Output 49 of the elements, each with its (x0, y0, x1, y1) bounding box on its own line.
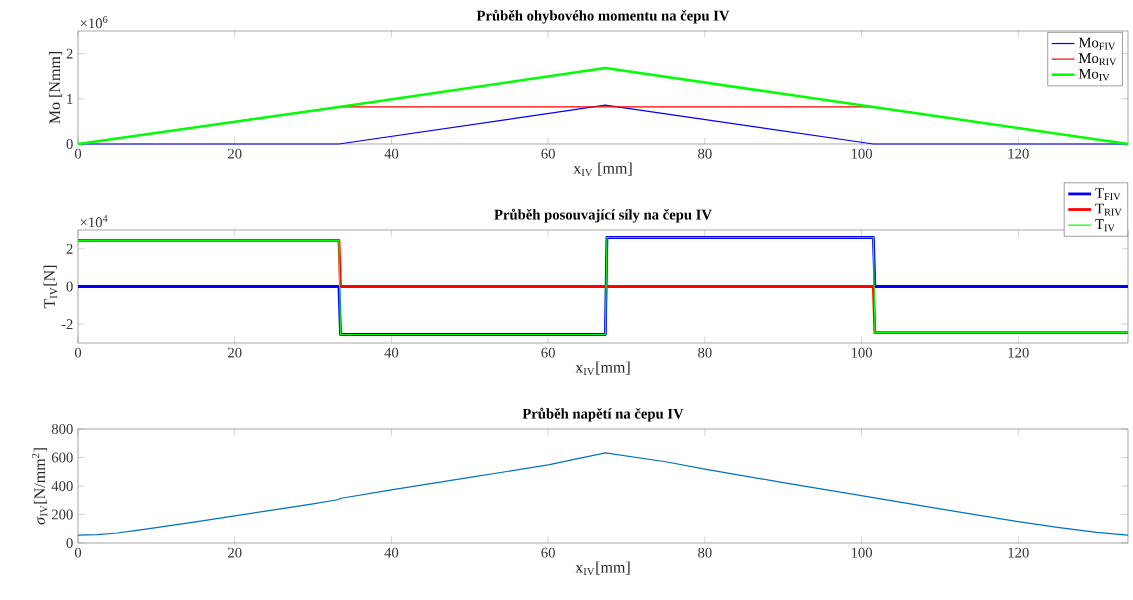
y-tick-label: 200 (51, 509, 73, 520)
y-tick-label: 0 (66, 538, 73, 548)
x-tick-label: 100 (851, 547, 873, 558)
y-axis-title: Mo [Nmm] (48, 52, 63, 124)
x-tick-label: 60 (541, 148, 555, 159)
y-tick-label: 0 (66, 281, 73, 292)
x-tick-label: 40 (384, 148, 399, 159)
x-tick-label: 120 (1008, 347, 1029, 358)
legend-label: T$_{FIV}$ (1095, 188, 1121, 201)
y-axis-title: T$_{IV}$[N] (43, 265, 58, 309)
chart-title: Průběh posouvající síly na čepu IV (494, 208, 712, 223)
y-tick-label: -2 (61, 319, 73, 330)
y-tick-label: 800 (51, 424, 73, 434)
x-axis-title: x$_{IV}$[mm] (575, 361, 630, 376)
x-tick-label: 20 (228, 347, 242, 358)
text: ×10$^{6}$ (80, 16, 108, 29)
x-tick-label: 120 (1008, 148, 1029, 159)
x-tick-label: 100 (851, 347, 873, 358)
legend-label: Mo$_{FIV}$ (1078, 37, 1116, 50)
x-axis-title: x$_{IV}$[mm] (575, 561, 630, 576)
legend-label: Mo$_{IV}$ (1078, 68, 1110, 81)
x-tick-label: 20 (228, 148, 242, 159)
x-tick-label: 0 (74, 347, 82, 358)
y-tick-label: 400 (51, 481, 73, 491)
y-tick-label: 2 (66, 243, 73, 254)
x-tick-label: 60 (541, 547, 555, 558)
x-tick-label: 60 (541, 347, 555, 358)
legend-label: Mo$_{RIV}$ (1078, 53, 1117, 66)
text: ×10$^{4}$ (80, 215, 108, 228)
x-tick-label: 0 (74, 148, 82, 159)
x-tick-label: 80 (698, 547, 712, 558)
x-axis-title: x$_{IV}$ [mm] (573, 162, 632, 177)
y-tick-label: 0 (66, 139, 73, 149)
y-tick-label: 2 (66, 48, 73, 59)
y-axis-title: σ$_{IV}$[N/mm$^{2}$] (32, 448, 48, 525)
x-tick-label: 100 (851, 148, 873, 159)
x-tick-label: 0 (74, 547, 82, 558)
x-tick-label: 40 (384, 547, 399, 558)
x-tick-label: 80 (698, 347, 712, 358)
x-tick-label: 80 (698, 148, 712, 159)
x-tick-label: 20 (228, 547, 242, 558)
x-tick-label: 40 (384, 347, 399, 358)
legend-label: T$_{RIV}$ (1095, 203, 1122, 216)
y-tick-label: 600 (51, 452, 73, 463)
chart-title: Průběh ohybového momentu na čepu IV (476, 9, 730, 24)
legend-label: T$_{IV}$ (1095, 219, 1115, 232)
y-tick-label: 1 (67, 93, 73, 104)
chart-title: Průběh napětí na čepu IV (522, 407, 684, 422)
x-tick-label: 120 (1008, 547, 1029, 558)
